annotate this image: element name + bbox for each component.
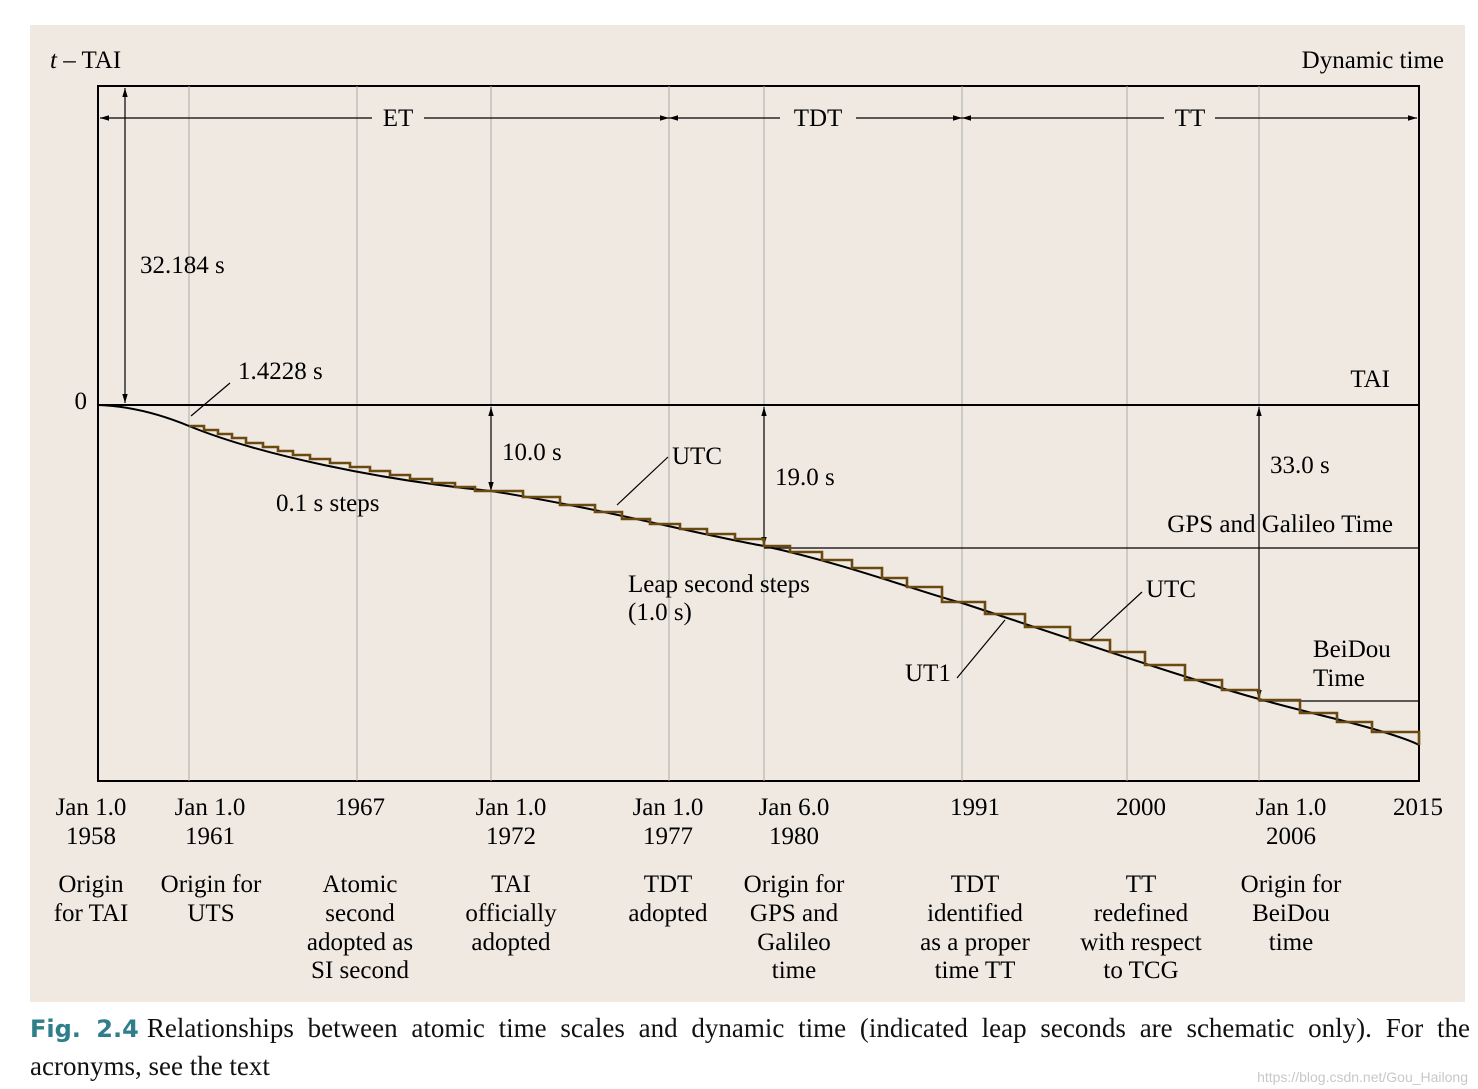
leap-steps-label-line2: (1.0 s) <box>628 599 692 626</box>
gps-galileo-label: GPS and Galileo Time <box>1167 511 1393 538</box>
date-labels: Jan 1.0 1958 Jan 1.0 1961 1967 Jan 1.0 1972… <box>56 794 1443 850</box>
era-tt-label: TT <box>1175 105 1206 132</box>
date-label-1980: Jan 6.0 1980 <box>759 794 830 850</box>
ut1-curve <box>97 404 1420 746</box>
zero-label: 0 <box>75 388 88 415</box>
figure-panel <box>30 25 1465 1002</box>
offset-33-label: 33.0 s <box>1270 452 1330 479</box>
era-tdt-label: TDT <box>794 105 843 132</box>
dynamic-time-label: Dynamic time <box>1302 47 1444 74</box>
plot-frame <box>97 85 1420 782</box>
figure-caption-label: Fig. 2.4 <box>30 1015 139 1043</box>
offset-14228-label: 1.4228 s <box>238 358 323 385</box>
date-label-1972: Jan 1.0 1972 <box>476 794 547 850</box>
utc-upper-label: UTC <box>672 443 722 470</box>
offset-10-label: 10.0 s <box>502 439 562 466</box>
date-label-1977: Jan 1.0 1977 <box>633 794 704 850</box>
event-desc-1967: Atomic second adopted as SI second <box>307 871 413 984</box>
figure-caption-text: Relationships between atomic time scales… <box>30 1013 1470 1081</box>
ut1-label: UT1 <box>905 660 951 687</box>
leap-steps-label-line1: Leap second steps <box>628 571 810 598</box>
event-desc-1980: Origin for GPS and Galileo time <box>744 871 845 984</box>
date-label-2006: Jan 1.0 2006 <box>1256 794 1327 850</box>
event-desc-1991: TDT identified as a proper time TT <box>920 871 1030 984</box>
leader-utc-upper <box>616 456 669 506</box>
time-scale-diagram: ET TDT TT t – TAI Dynamic time 0 TAI 32.… <box>50 47 1444 984</box>
event-desc-2006: Origin for BeiDou time <box>1241 871 1342 956</box>
watermark: https://blog.csdn.net/Gou_Hailong <box>1257 1069 1468 1085</box>
event-descriptions: Origin for TAI Origin for UTS Atomic second… <box>54 871 1342 984</box>
leader-ut1 <box>956 619 1006 679</box>
date-label-1958: Jan 1.0 1958 <box>56 794 127 850</box>
event-desc-1977: TDT adopted <box>628 871 708 927</box>
event-desc-1961: Origin for UTS <box>161 871 262 927</box>
event-desc-1958: Origin for TAI <box>54 871 129 927</box>
offset-arrows <box>122 88 1262 699</box>
beidou-label-line2: Time <box>1313 665 1365 692</box>
date-label-2015: 2015 <box>1393 794 1443 821</box>
offset-32184-label: 32.184 s <box>140 252 225 279</box>
event-desc-2000: TT redefined with respect to TCG <box>1080 871 1202 984</box>
tai-label: TAI <box>1350 366 1390 393</box>
y-axis-label: t – TAI <box>50 47 121 74</box>
figure-caption: Fig. 2.4 Relationships between atomic tim… <box>30 1010 1470 1085</box>
offset-19-label: 19.0 s <box>775 464 835 491</box>
era-et-label: ET <box>383 105 414 132</box>
steps-01-label: 0.1 s steps <box>276 490 379 517</box>
date-gridlines <box>188 86 1260 781</box>
date-label-2000: 2000 <box>1116 794 1166 821</box>
date-label-1991: 1991 <box>950 794 1000 821</box>
date-label-1967: 1967 <box>335 794 385 821</box>
beidou-label-line1: BeiDou <box>1313 636 1391 663</box>
utc-staircase <box>189 424 1421 745</box>
leader-14228 <box>190 382 231 417</box>
utc-lower-label: UTC <box>1146 576 1196 603</box>
leader-lines <box>190 382 1143 679</box>
date-label-1961: Jan 1.0 1961 <box>175 794 246 850</box>
event-desc-1972: TAI officially adopted <box>465 871 557 956</box>
leader-utc-lower <box>1089 591 1143 641</box>
